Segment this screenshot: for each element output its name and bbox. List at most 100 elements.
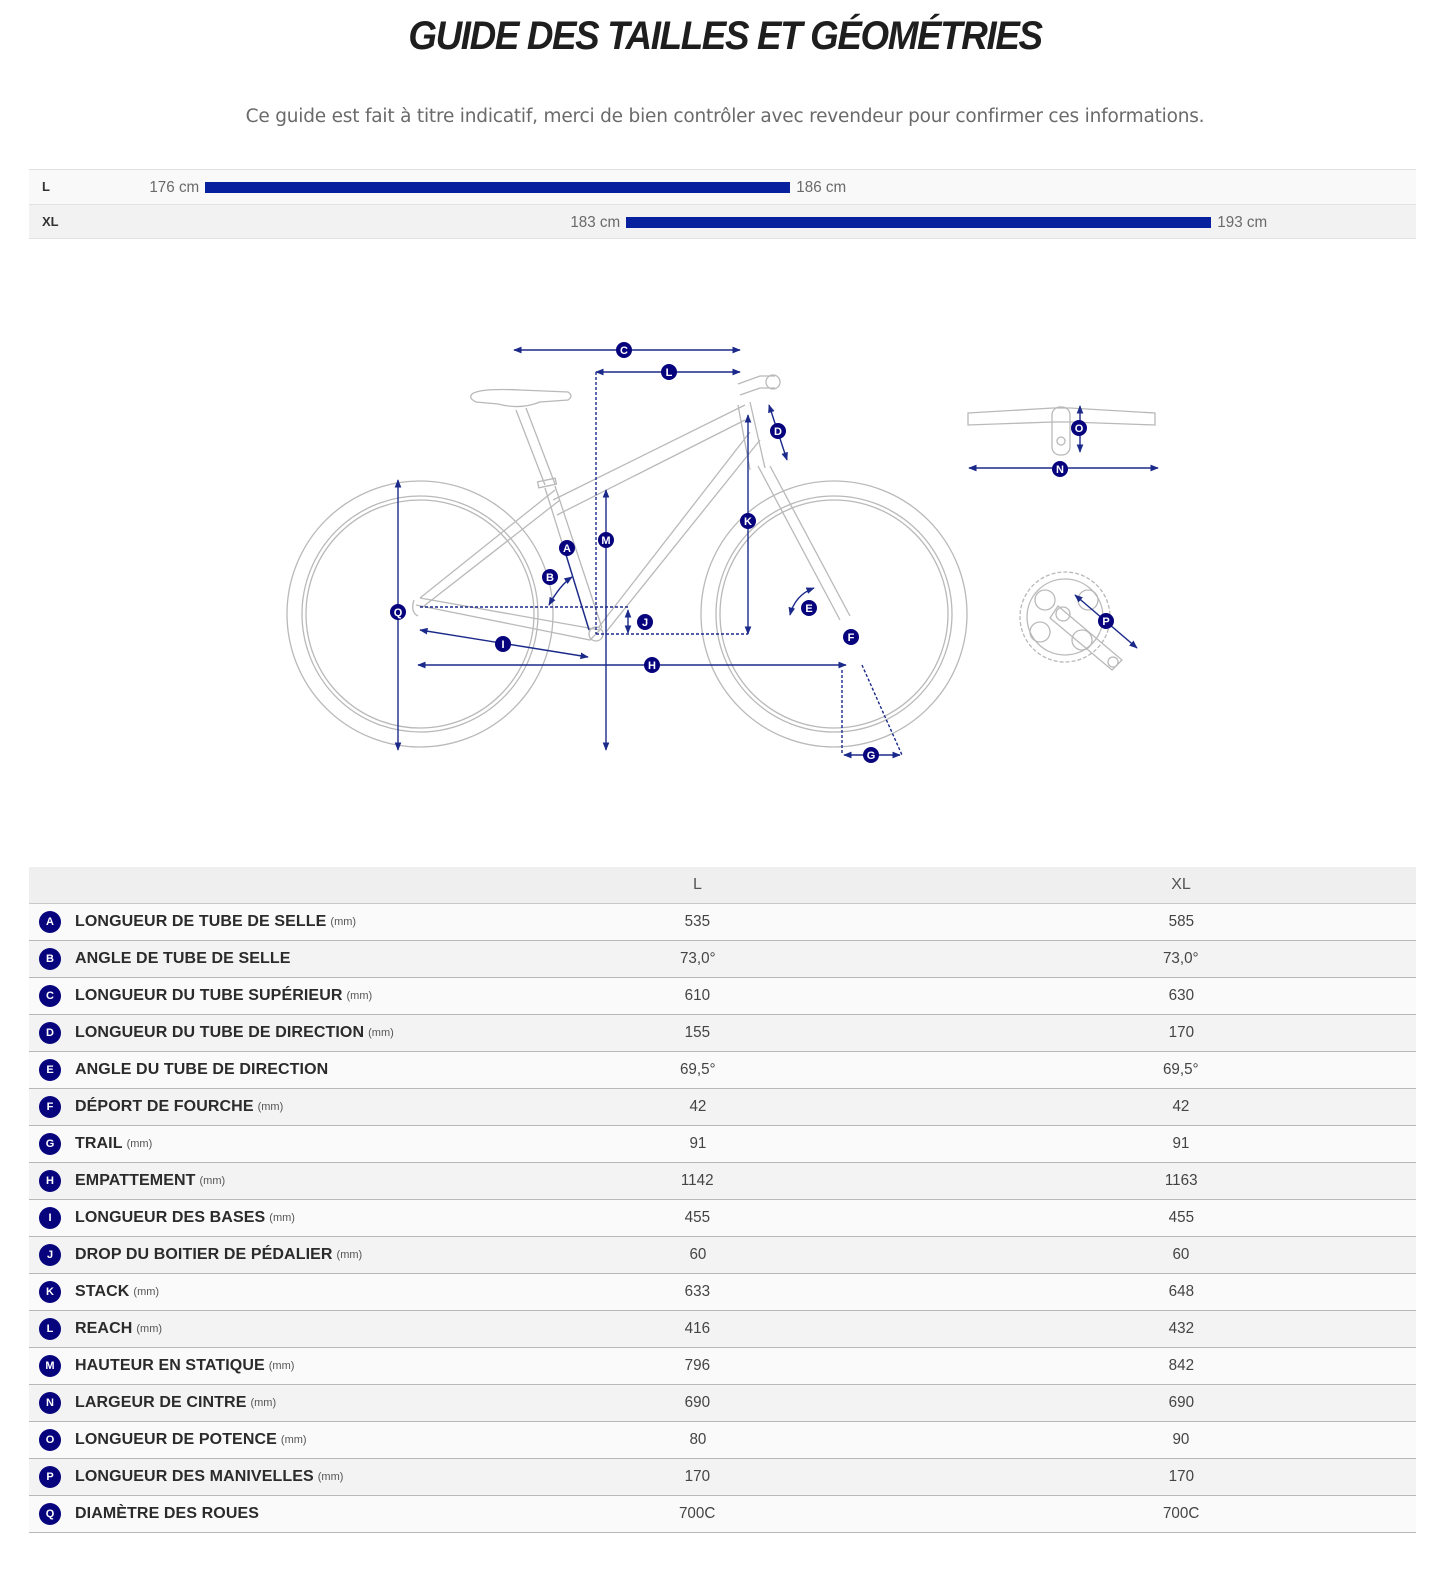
marker-f-icon: F	[843, 629, 859, 645]
marker-badge-icon: K	[39, 1280, 61, 1303]
parameter-cell: P LONGUEUR DES MANIVELLES (mm)	[29, 1458, 449, 1496]
size-row-xl: XL 183 cm 193 cm	[29, 204, 1416, 239]
svg-text:G: G	[867, 750, 876, 762]
parameter-cell: G TRAIL (mm)	[29, 1125, 449, 1163]
table-row: B ANGLE DE TUBE DE SELLE 73,0° 73,0°	[29, 940, 1416, 978]
marker-badge-icon: N	[39, 1391, 61, 1414]
value-xl-cell: 69,5°	[946, 1051, 1416, 1089]
marker-badge-icon: P	[39, 1465, 61, 1488]
parameter-name: LONGUEUR DU TUBE SUPÉRIEUR	[75, 986, 343, 1004]
parameter-cell: C LONGUEUR DU TUBE SUPÉRIEUR (mm)	[29, 977, 449, 1015]
parameter-cell: N LARGEUR DE CINTRE (mm)	[29, 1384, 449, 1422]
parameter-name: REACH	[75, 1319, 133, 1337]
marker-badge-icon: L	[39, 1317, 61, 1340]
parameter-name: DÉPORT DE FOURCHE	[75, 1097, 254, 1115]
marker-j-icon: J	[637, 614, 653, 630]
value-l: 796	[684, 1356, 711, 1374]
parameter-unit: (mm)	[336, 1248, 363, 1261]
value-xl: 842	[1168, 1356, 1194, 1374]
value-l-cell: 796	[449, 1347, 946, 1385]
size-range-bar	[205, 182, 790, 193]
svg-text:E: E	[805, 603, 812, 615]
size-label: L	[42, 179, 50, 194]
column-header-parameter	[29, 867, 449, 904]
value-xl-cell: 90	[946, 1421, 1416, 1459]
parameter-name: LONGUEUR DES MANIVELLES	[75, 1467, 314, 1485]
value-l-cell: 455	[449, 1199, 946, 1237]
value-xl-cell: 842	[946, 1347, 1416, 1385]
value-l-cell: 91	[449, 1125, 946, 1163]
parameter-unit: (mm)	[330, 915, 357, 928]
size-max-height: 193 cm	[1217, 214, 1268, 231]
parameter-cell: H EMPATTEMENT (mm)	[29, 1162, 449, 1200]
geometry-table: L XL A LONGUEUR DE TUBE DE SELLE (mm) 535 58…	[29, 867, 1416, 1533]
value-l: 610	[684, 986, 711, 1004]
table-row: K STACK (mm) 633 648	[29, 1273, 1416, 1311]
marker-h-icon: H	[644, 657, 660, 673]
parameter-name: DROP DU BOITIER DE PÉDALIER	[75, 1245, 333, 1263]
parameter-cell: F DÉPORT DE FOURCHE (mm)	[29, 1088, 449, 1126]
bike-geometry-diagram: A B C D E F G H I J K L M N O P Q	[286, 342, 1159, 763]
value-xl: 73,0°	[1163, 949, 1199, 967]
svg-text:N: N	[1056, 464, 1064, 476]
marker-o-icon: O	[1071, 420, 1087, 436]
value-xl-cell: 648	[946, 1273, 1416, 1311]
marker-badge-icon: H	[39, 1169, 61, 1192]
parameter-name: EMPATTEMENT	[75, 1171, 196, 1189]
value-l-cell: 170	[449, 1458, 946, 1496]
marker-badge-icon: F	[39, 1095, 61, 1118]
value-xl-cell: 700C	[946, 1495, 1416, 1533]
marker-badge-icon: I	[39, 1206, 61, 1229]
value-l-cell: 155	[449, 1014, 946, 1052]
parameter-unit: (mm)	[346, 989, 373, 1002]
value-l: 73,0°	[679, 949, 716, 967]
marker-badge-icon: J	[39, 1243, 61, 1266]
value-l: 60	[689, 1245, 706, 1263]
marker-a-icon: A	[559, 540, 575, 556]
value-xl: 60	[1172, 1245, 1190, 1263]
value-l-cell: 700C	[449, 1495, 946, 1533]
value-l: 42	[689, 1097, 706, 1115]
dimension-lines	[394, 346, 1159, 759]
marker-l-icon: L	[661, 364, 677, 380]
marker-p-icon: P	[1098, 613, 1114, 629]
svg-text:F: F	[848, 632, 855, 644]
value-xl-cell: 432	[946, 1310, 1416, 1348]
parameter-cell: D LONGUEUR DU TUBE DE DIRECTION (mm)	[29, 1014, 449, 1052]
parameter-name: LARGEUR DE CINTRE	[75, 1393, 247, 1411]
parameter-cell: B ANGLE DE TUBE DE SELLE	[29, 940, 449, 978]
parameter-unit: (mm)	[368, 1026, 394, 1039]
parameter-unit: (mm)	[250, 1396, 277, 1409]
value-xl-cell: 585	[946, 903, 1416, 941]
marker-k-icon: K	[740, 513, 756, 529]
parameter-cell: E ANGLE DU TUBE DE DIRECTION	[29, 1051, 449, 1089]
table-row: L REACH (mm) 416 432	[29, 1310, 1416, 1348]
table-row: N LARGEUR DE CINTRE (mm) 690 690	[29, 1384, 1416, 1422]
page-title: GUIDE DES TAILLES ET GÉOMÉTRIES	[408, 14, 1043, 58]
value-l: 1142	[681, 1171, 714, 1189]
value-xl-cell: 60	[946, 1236, 1416, 1274]
parameter-name: HAUTEUR EN STATIQUE	[75, 1356, 265, 1374]
value-l: 700C	[679, 1504, 716, 1522]
value-xl: 700C	[1162, 1504, 1200, 1522]
value-xl: 170	[1168, 1023, 1194, 1041]
parameter-unit: (mm)	[269, 1211, 295, 1224]
value-l: 80	[689, 1430, 706, 1448]
parameter-unit: (mm)	[280, 1433, 307, 1446]
table-header-row: L XL	[29, 867, 1416, 904]
value-l-cell: 42	[449, 1088, 946, 1126]
value-l: 91	[689, 1134, 706, 1152]
marker-badge-icon: C	[39, 984, 61, 1007]
bike-outline	[286, 374, 1156, 748]
table-row: I LONGUEUR DES BASES (mm) 455 455	[29, 1199, 1416, 1237]
value-l: 170	[684, 1467, 711, 1485]
parameter-name: LONGUEUR DE POTENCE	[75, 1430, 277, 1448]
value-xl: 1163	[1164, 1171, 1198, 1189]
value-l: 690	[684, 1393, 711, 1411]
value-xl: 648	[1168, 1282, 1194, 1300]
parameter-cell: A LONGUEUR DE TUBE DE SELLE (mm)	[29, 903, 449, 941]
table-row: G TRAIL (mm) 91 91	[29, 1125, 1416, 1163]
table-row: D LONGUEUR DU TUBE DE DIRECTION (mm) 155 170	[29, 1014, 1416, 1052]
parameter-cell: Q DIAMÈTRE DES ROUES	[29, 1495, 449, 1533]
value-xl: 690	[1168, 1393, 1194, 1411]
